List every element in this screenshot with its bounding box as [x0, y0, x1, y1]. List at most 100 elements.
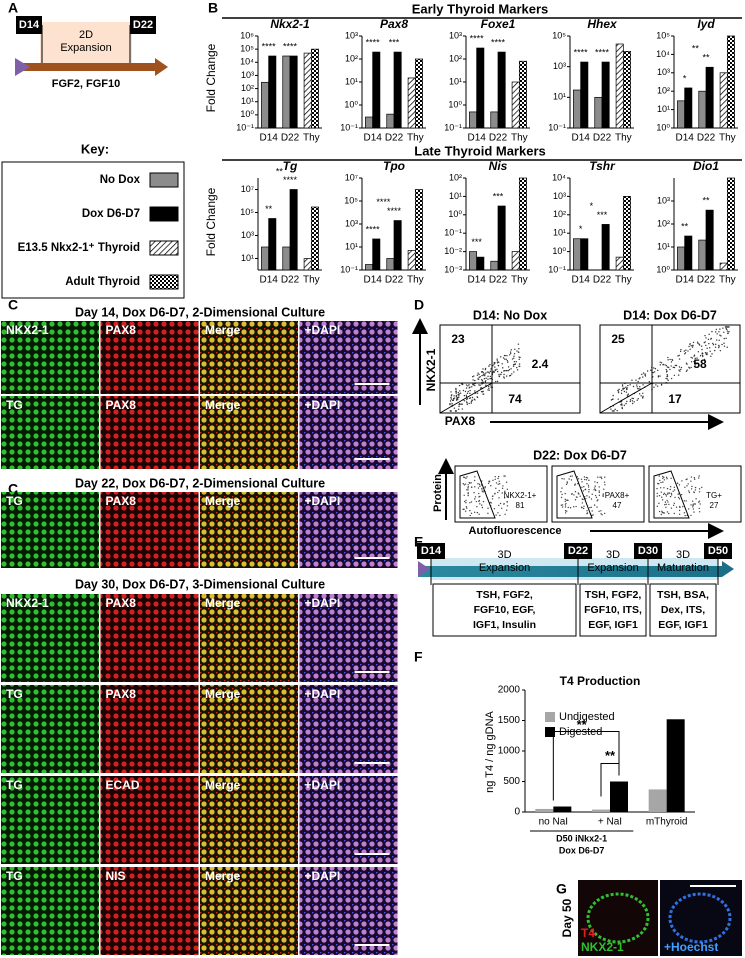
event-dot	[586, 512, 588, 515]
event-dot	[650, 369, 652, 371]
y-axis-label: Fold Change	[204, 187, 218, 256]
event-dot	[474, 390, 476, 392]
micrograph	[200, 867, 298, 955]
bar	[282, 246, 291, 271]
event-dot	[475, 500, 478, 503]
event-dot	[664, 504, 666, 506]
event-dot	[604, 484, 606, 486]
event-dot	[620, 404, 622, 406]
event-dot	[638, 388, 640, 390]
event-dot	[709, 350, 711, 352]
event-dot	[712, 342, 714, 345]
bar	[386, 258, 395, 271]
event-dot	[652, 371, 654, 374]
significance: ***	[471, 237, 482, 247]
y-tick-label: 10³	[345, 30, 358, 40]
event-dot	[465, 401, 468, 403]
y-tick-label: 10²	[449, 172, 462, 182]
event-dot	[497, 365, 500, 367]
event-dot	[493, 363, 495, 366]
significance: ****	[262, 41, 277, 51]
event-dot	[493, 507, 496, 510]
significance: ****	[595, 47, 610, 57]
event-dot	[699, 355, 702, 357]
x-tick-label: D14	[675, 275, 694, 286]
bar	[615, 43, 624, 129]
event-dot	[665, 365, 668, 367]
event-dot	[690, 361, 693, 363]
event-dot	[469, 392, 471, 394]
event-dot	[661, 496, 663, 498]
bar	[677, 246, 686, 271]
event-dot	[603, 481, 606, 483]
y-tick-label: 10¹	[657, 104, 670, 114]
bar	[726, 177, 735, 271]
micrograph	[1, 594, 99, 682]
panel-letter: C	[8, 481, 18, 497]
event-dot	[496, 370, 499, 373]
micrograph	[200, 594, 298, 682]
significance: ***	[597, 210, 608, 220]
event-dot	[451, 402, 453, 405]
event-dot	[690, 356, 692, 359]
micrograph	[100, 776, 199, 864]
y-tick-label: 10¹	[553, 92, 566, 102]
event-dot	[494, 492, 496, 495]
event-dot	[506, 360, 509, 362]
scatter-frame	[439, 324, 581, 414]
event-dot	[656, 495, 658, 497]
event-dot	[693, 362, 696, 364]
scatter-frame	[648, 465, 742, 523]
event-dot	[474, 496, 477, 498]
significance: **	[692, 44, 700, 54]
channel-label: NKX2-1	[6, 323, 49, 337]
event-dot	[460, 403, 462, 406]
event-dot	[503, 370, 505, 372]
event-dot	[657, 369, 659, 372]
event-dot	[665, 495, 668, 497]
y-tick-label: 10³	[553, 191, 566, 201]
y-tick-label: 10²	[449, 53, 462, 63]
media-line: IGF1, Insulin	[473, 619, 536, 631]
channel-label: TG	[6, 687, 23, 701]
event-dot	[471, 375, 474, 378]
media-line: TSH, BSA,	[657, 589, 709, 601]
gate-line	[599, 382, 653, 414]
event-dot	[566, 481, 568, 483]
event-dot	[723, 345, 726, 347]
legend-swatch	[545, 712, 555, 722]
event-dot	[680, 366, 683, 369]
media-line: EGF, IGF1	[588, 619, 638, 631]
event-dot	[498, 375, 500, 377]
event-dot	[490, 502, 492, 504]
bar	[535, 808, 554, 812]
micrograph	[100, 396, 199, 469]
micrograph	[1, 776, 99, 864]
event-dot	[499, 483, 501, 485]
event-dot	[495, 380, 497, 383]
bar	[698, 239, 707, 271]
bar	[393, 51, 402, 129]
event-dot	[600, 513, 602, 515]
bar	[469, 251, 478, 271]
event-dot	[720, 335, 722, 337]
bar	[684, 87, 693, 129]
micrograph	[200, 776, 298, 864]
event-dot	[727, 326, 730, 328]
event-dot	[468, 397, 471, 400]
event-dot	[468, 402, 470, 405]
event-dot	[481, 504, 483, 506]
event-dot	[718, 339, 720, 341]
event-dot	[518, 363, 521, 365]
bar	[518, 177, 527, 271]
stage-label: 3D	[497, 549, 511, 561]
event-dot	[718, 331, 720, 333]
significance: ****	[376, 197, 391, 207]
event-dot	[657, 482, 659, 485]
event-dot	[636, 386, 638, 388]
event-dot	[482, 491, 484, 493]
day-label: D22	[568, 545, 588, 557]
plot-title: D14: Dox D6-D7	[623, 308, 717, 322]
event-dot	[703, 341, 706, 344]
